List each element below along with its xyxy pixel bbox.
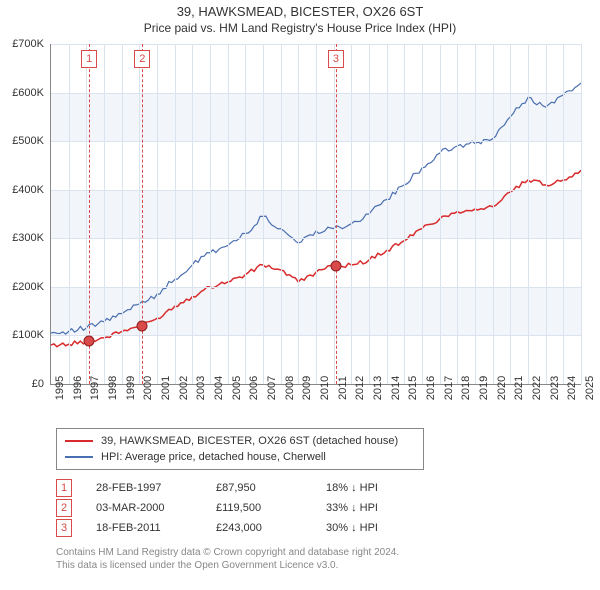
x-tick-label: 2010 bbox=[319, 376, 331, 400]
page-subtitle: Price paid vs. HM Land Registry's House … bbox=[0, 21, 600, 35]
event-line bbox=[336, 44, 337, 384]
legend-swatch bbox=[65, 440, 93, 442]
footer-line-1: Contains HM Land Registry data © Crown c… bbox=[56, 546, 546, 559]
x-tick-label: 2016 bbox=[425, 376, 437, 400]
x-tick-label: 1998 bbox=[107, 376, 119, 400]
legend-row: 39, HAWKSMEAD, BICESTER, OX26 6ST (detac… bbox=[65, 433, 415, 449]
event-table-row: 1 28-FEB-1997£87,95018% ↓ HPI bbox=[56, 478, 446, 498]
x-tick-label: 2005 bbox=[231, 376, 243, 400]
event-date-cell: 18-FEB-2011 bbox=[96, 522, 216, 534]
event-pct-cell: 30% ↓ HPI bbox=[326, 522, 446, 534]
legend-swatch bbox=[65, 456, 93, 458]
event-marker-box: 3 bbox=[328, 50, 344, 68]
event-marker-box: 1 bbox=[81, 50, 97, 68]
x-tick-label: 2019 bbox=[478, 376, 490, 400]
chart: 123 £0£100K£200K£300K£400K£500K£600K£700… bbox=[50, 44, 580, 384]
x-tick-label: 2025 bbox=[584, 376, 596, 400]
event-num-cell: 1 bbox=[56, 479, 96, 497]
x-tick-label: 2002 bbox=[178, 376, 190, 400]
x-tick-label: 2024 bbox=[566, 376, 578, 400]
x-tick-label: 2023 bbox=[549, 376, 561, 400]
x-tick-label: 1995 bbox=[54, 376, 66, 400]
event-point-marker bbox=[84, 336, 95, 347]
x-tick-label: 2007 bbox=[266, 376, 278, 400]
x-tick-label: 2017 bbox=[443, 376, 455, 400]
event-num-box: 2 bbox=[56, 499, 72, 517]
y-tick-label: £300K bbox=[0, 232, 44, 244]
legend-row: HPI: Average price, detached house, Cher… bbox=[65, 449, 415, 465]
plot-area: 1 2 3 bbox=[50, 44, 581, 385]
x-tick-label: 1996 bbox=[72, 376, 84, 400]
x-tick-label: 2022 bbox=[531, 376, 543, 400]
event-num-box: 3 bbox=[56, 519, 72, 537]
event-point-marker bbox=[330, 260, 341, 271]
legend: 39, HAWKSMEAD, BICESTER, OX26 6ST (detac… bbox=[56, 428, 424, 470]
y-tick-label: £100K bbox=[0, 329, 44, 341]
event-pct-cell: 18% ↓ HPI bbox=[326, 482, 446, 494]
x-tick-label: 2014 bbox=[390, 376, 402, 400]
titles: 39, HAWKSMEAD, BICESTER, OX26 6ST Price … bbox=[0, 0, 600, 35]
x-tick-label: 2013 bbox=[372, 376, 384, 400]
event-table-row: 2 03-MAR-2000£119,50033% ↓ HPI bbox=[56, 498, 446, 518]
y-tick-label: £600K bbox=[0, 87, 44, 99]
x-tick-label: 2021 bbox=[513, 376, 525, 400]
event-pct-cell: 33% ↓ HPI bbox=[326, 502, 446, 514]
y-tick-label: £700K bbox=[0, 38, 44, 50]
x-tick-label: 2001 bbox=[160, 376, 172, 400]
x-tick-label: 2004 bbox=[213, 376, 225, 400]
x-tick-label: 2012 bbox=[354, 376, 366, 400]
y-tick-label: £400K bbox=[0, 184, 44, 196]
event-num-box: 1 bbox=[56, 479, 72, 497]
y-tick-label: £0 bbox=[0, 378, 44, 390]
event-num-cell: 3 bbox=[56, 519, 96, 537]
event-price-cell: £243,000 bbox=[216, 522, 326, 534]
x-tick-label: 1997 bbox=[89, 376, 101, 400]
x-tick-label: 2006 bbox=[248, 376, 260, 400]
event-point-marker bbox=[137, 320, 148, 331]
x-tick-label: 2015 bbox=[407, 376, 419, 400]
x-tick-label: 2018 bbox=[460, 376, 472, 400]
footer-attribution: Contains HM Land Registry data © Crown c… bbox=[56, 546, 546, 572]
x-tick-label: 1999 bbox=[125, 376, 137, 400]
event-date-cell: 03-MAR-2000 bbox=[96, 502, 216, 514]
page-title: 39, HAWKSMEAD, BICESTER, OX26 6ST bbox=[0, 4, 600, 19]
event-table-row: 3 18-FEB-2011£243,00030% ↓ HPI bbox=[56, 518, 446, 538]
y-tick-label: £500K bbox=[0, 135, 44, 147]
event-price-cell: £119,500 bbox=[216, 502, 326, 514]
event-line bbox=[89, 44, 90, 384]
legend-label: 39, HAWKSMEAD, BICESTER, OX26 6ST (detac… bbox=[101, 435, 398, 447]
y-tick-label: £200K bbox=[0, 281, 44, 293]
x-tick-label: 2020 bbox=[496, 376, 508, 400]
event-line bbox=[142, 44, 143, 384]
x-tick-label: 2009 bbox=[301, 376, 313, 400]
event-date-cell: 28-FEB-1997 bbox=[96, 482, 216, 494]
event-marker-box: 2 bbox=[134, 50, 150, 68]
x-tick-label: 2003 bbox=[195, 376, 207, 400]
event-price-cell: £87,950 bbox=[216, 482, 326, 494]
legend-label: HPI: Average price, detached house, Cher… bbox=[101, 451, 326, 463]
event-table: 1 28-FEB-1997£87,95018% ↓ HPI 2 03-MAR-2000… bbox=[56, 478, 446, 538]
footer-line-2: This data is licensed under the Open Gov… bbox=[56, 559, 546, 572]
chart-container: 39, HAWKSMEAD, BICESTER, OX26 6ST Price … bbox=[0, 0, 600, 590]
x-tick-label: 2008 bbox=[284, 376, 296, 400]
x-tick-label: 2011 bbox=[337, 376, 349, 400]
x-tick-label: 2000 bbox=[142, 376, 154, 400]
event-num-cell: 2 bbox=[56, 499, 96, 517]
